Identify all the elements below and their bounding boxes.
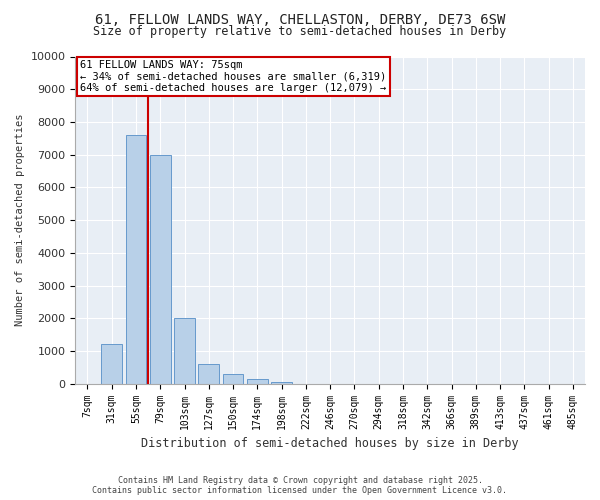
Y-axis label: Number of semi-detached properties: Number of semi-detached properties: [15, 114, 25, 326]
Bar: [199, 364, 219, 384]
Bar: [150, 154, 170, 384]
Text: Contains HM Land Registry data © Crown copyright and database right 2025.
Contai: Contains HM Land Registry data © Crown c…: [92, 476, 508, 495]
Bar: [174, 318, 195, 384]
Text: 61 FELLOW LANDS WAY: 75sqm
← 34% of semi-detached houses are smaller (6,319)
64%: 61 FELLOW LANDS WAY: 75sqm ← 34% of semi…: [80, 60, 386, 93]
Bar: [247, 379, 268, 384]
Bar: [271, 382, 292, 384]
Text: Size of property relative to semi-detached houses in Derby: Size of property relative to semi-detach…: [94, 25, 506, 38]
Bar: [101, 344, 122, 384]
X-axis label: Distribution of semi-detached houses by size in Derby: Distribution of semi-detached houses by …: [142, 437, 519, 450]
Bar: [125, 135, 146, 384]
Bar: [223, 374, 244, 384]
Text: 61, FELLOW LANDS WAY, CHELLASTON, DERBY, DE73 6SW: 61, FELLOW LANDS WAY, CHELLASTON, DERBY,…: [95, 12, 505, 26]
